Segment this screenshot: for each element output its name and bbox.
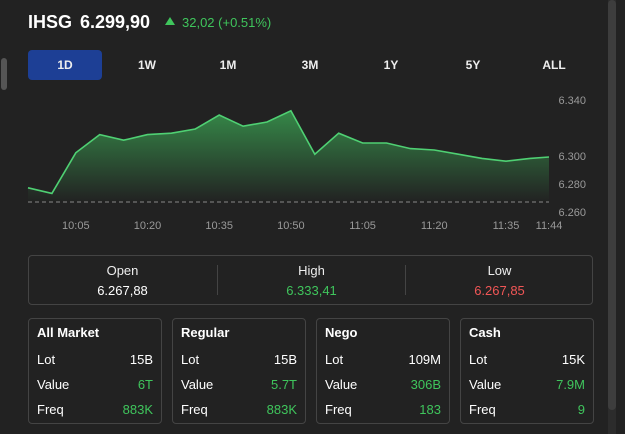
y-tick-label: 6.300	[558, 151, 586, 163]
x-tick-label: 11:35	[493, 220, 520, 232]
x-tick-label: 11:05	[349, 220, 376, 232]
range-tab[interactable]: ALL	[542, 58, 566, 72]
scrollbar-thumb[interactable]	[608, 0, 616, 410]
row-value: 183	[419, 402, 441, 417]
row-value: 15K	[561, 352, 585, 367]
card-title: Nego	[325, 325, 358, 340]
stat-value: 6.267,88	[97, 283, 148, 298]
chart: 6.260 6.280 6.300 6.340 10:05 10:20 10:35 10:50…	[27, 95, 586, 232]
up-arrow	[165, 17, 175, 25]
x-tick-label: 10:35	[205, 220, 233, 232]
row-label: Lot	[37, 352, 56, 367]
x-tick-label: 10:05	[62, 220, 90, 232]
row-label: Freq	[37, 402, 64, 417]
row-label: Freq	[469, 402, 496, 417]
stat-card: Cash Lot 15K Value 7.9M Freq 9	[460, 318, 594, 424]
row-label: Freq	[181, 402, 208, 417]
row-value: 9	[577, 402, 585, 417]
stat: Open 6.267,88	[29, 256, 216, 304]
row-label: Value	[325, 377, 358, 392]
row-value: 7.9M	[556, 377, 585, 392]
range-tab[interactable]: 1W	[138, 58, 156, 72]
range-tab[interactable]: 1M	[219, 58, 237, 72]
row-value: 306B	[410, 377, 441, 392]
side-scroll[interactable]	[1, 58, 7, 90]
range-tab[interactable]: 5Y	[465, 58, 481, 72]
card-title: Cash	[469, 325, 501, 340]
row-label: Lot	[325, 352, 344, 367]
x-tick-label: 10:20	[134, 220, 162, 232]
row-value: 15B	[129, 352, 153, 367]
stat-card: Regular Lot 15B Value 5.7T Freq 883K	[172, 318, 306, 424]
card-title: Regular	[181, 325, 230, 340]
x-tick-label: 10:50	[277, 220, 305, 232]
row-value: 883K	[266, 402, 297, 417]
range-tab[interactable]: 3M	[301, 58, 319, 72]
row-label: Value	[181, 377, 214, 392]
row-label: Value	[37, 377, 70, 392]
stat-value: 6.333,41	[286, 283, 337, 298]
price-line	[27, 109, 550, 195]
stat: High 6.333,41	[217, 263, 405, 298]
row-value: 5.7T	[270, 377, 297, 392]
price: 6.299,90	[80, 12, 151, 32]
row-value: 109M	[408, 352, 441, 367]
stat-label: Low	[487, 263, 512, 278]
y-tick-label: 6.340	[558, 95, 586, 107]
row-label: Lot	[181, 352, 200, 367]
stat: Low 6.267,85	[405, 263, 593, 298]
change: 32,02 (+0.51%)	[182, 15, 272, 30]
row-label: Freq	[325, 402, 352, 417]
stat-label: Open	[106, 263, 139, 278]
range-tab[interactable]: 1D	[28, 50, 102, 80]
stat-card: Nego Lot 109M Value 306B Freq 183	[316, 318, 450, 424]
row-value: 883K	[122, 402, 153, 417]
row-value: 15B	[273, 352, 297, 367]
x-tick-label: 11:20	[421, 220, 448, 232]
y-tick-label: 6.280	[558, 179, 586, 191]
x-tick-label: 11:44	[536, 220, 563, 232]
symbol: IHSG	[28, 12, 73, 32]
y-tick-label: 6.260	[558, 207, 586, 219]
area	[28, 110, 549, 202]
row-label: Lot	[469, 352, 488, 367]
row-value: 6T	[137, 377, 153, 392]
card-title: All Market	[37, 325, 100, 340]
stats-box: Open 6.267,88 High 6.333,41 Low 6.267,85	[28, 255, 593, 305]
stat-value: 6.267,85	[474, 283, 525, 298]
row-label: Value	[469, 377, 502, 392]
stat-label: High	[298, 263, 325, 278]
stat-card: All Market Lot 15B Value 6T Freq 883K	[28, 318, 162, 424]
range-tab[interactable]: 1Y	[383, 58, 399, 72]
